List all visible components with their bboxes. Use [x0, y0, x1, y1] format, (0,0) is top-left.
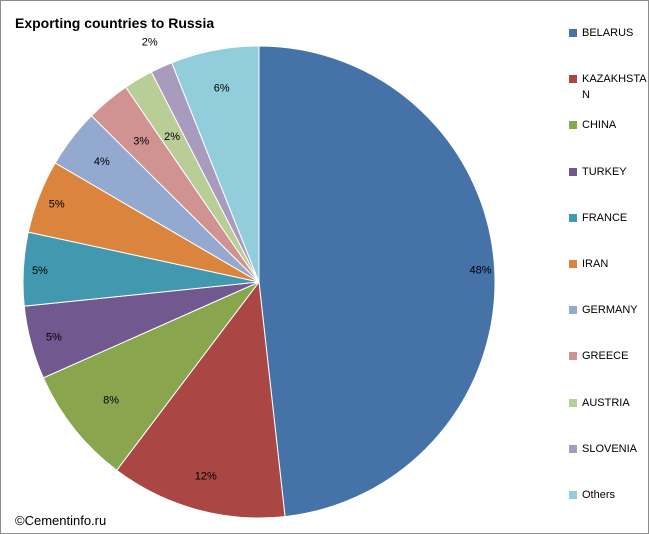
data-label-china: 8%: [103, 394, 119, 406]
legend-label: CHINA: [582, 119, 617, 132]
legend-swatch: [569, 29, 577, 37]
legend-swatch: [569, 260, 577, 268]
legend-swatch: [569, 167, 577, 176]
data-label-germany: 4%: [94, 156, 110, 168]
legend-label: AUSTRIA: [582, 396, 630, 409]
data-label-kazakhstan: 12%: [195, 470, 217, 482]
legend-label: BELARUS: [582, 27, 634, 39]
legend-label: GREECE: [582, 350, 629, 363]
data-label-turkey: 5%: [46, 332, 62, 344]
data-label-slovenia: 2%: [142, 36, 158, 48]
chart-title: Exporting countries to Russia: [15, 15, 215, 31]
legend-swatch: [569, 491, 577, 499]
legend-swatch: [569, 398, 577, 407]
legend-label: FRANCE: [582, 211, 628, 224]
data-label-austria: 2%: [164, 131, 180, 143]
legend-label: Others: [582, 489, 616, 501]
legend-label: TURKEY: [582, 165, 627, 178]
legend-swatch: [569, 121, 577, 130]
pie-slice-china: [42, 281, 260, 471]
legend-swatch: [569, 306, 577, 315]
data-label-iran: 5%: [49, 198, 65, 210]
data-label-others: 6%: [214, 82, 230, 94]
legend-swatch: [569, 352, 577, 361]
pie-slice-belarus: [258, 45, 496, 518]
legend-label: GERMANY: [582, 304, 638, 317]
data-label-greece: 3%: [133, 136, 149, 148]
legend-swatch: [569, 75, 577, 84]
legend-label: SLOVENIA: [582, 442, 638, 455]
pie-slice-others: [171, 45, 260, 283]
legend-swatch: [569, 444, 577, 453]
legend-label: IRAN: [582, 258, 609, 270]
data-label-france: 5%: [32, 265, 48, 277]
legend-swatch: [569, 213, 577, 222]
data-label-belarus: 48%: [469, 265, 491, 277]
pie-slice-kazakhstan: [115, 280, 286, 519]
legend-label: KAZAKHSTAN: [582, 73, 647, 102]
watermark: ©Cementinfo.ru: [15, 513, 107, 528]
